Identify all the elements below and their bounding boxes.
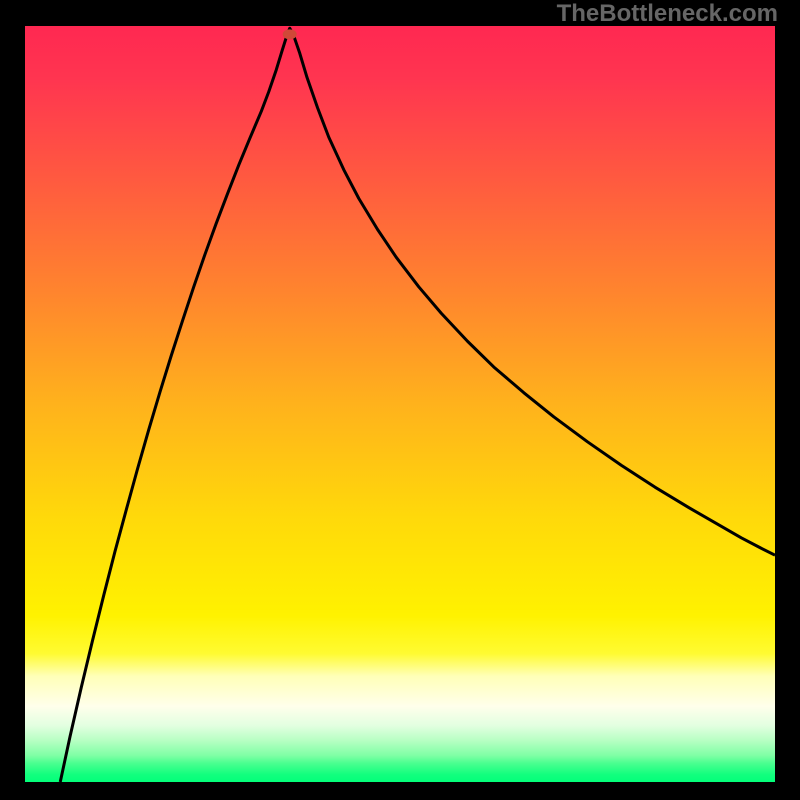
watermark-text: TheBottleneck.com bbox=[557, 0, 778, 28]
gradient-background bbox=[25, 26, 775, 782]
plot-area bbox=[25, 26, 775, 782]
dip-marker bbox=[283, 29, 297, 39]
curve-svg bbox=[25, 26, 775, 782]
chart-container: TheBottleneck.com bbox=[0, 0, 800, 800]
